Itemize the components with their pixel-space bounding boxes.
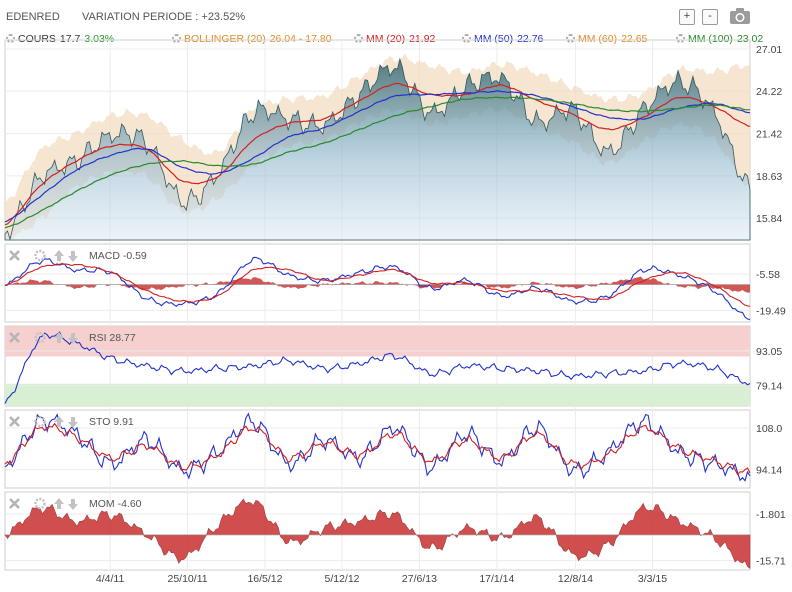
price-y-tick: 15.84	[756, 213, 782, 225]
close-icon	[9, 416, 20, 427]
y-tick-label: 79.14	[756, 381, 782, 393]
legend-label: MM (50)	[474, 33, 514, 45]
x-tick-label: 4/4/11	[96, 573, 125, 585]
pane-tools	[9, 415, 78, 428]
pane-tools	[9, 497, 78, 510]
pane-label: STO 9.91	[89, 416, 134, 428]
legend-value: 26.04 - 17.80	[269, 33, 332, 45]
mom-area	[4, 498, 751, 569]
legend-value: 22.76	[517, 33, 544, 45]
x-tick-label: 5/12/12	[324, 573, 359, 585]
legend-cours[interactable]: COURS 17.7 3.03%	[6, 33, 114, 45]
gear-icon[interactable]	[566, 34, 575, 43]
arrow-down-icon	[68, 333, 78, 344]
legend-mm20[interactable]: MM (20) 21.92	[354, 33, 435, 45]
arrow-down-icon	[68, 251, 78, 262]
y-tick-label: 108.0	[756, 423, 782, 435]
legend-value: 21.92	[409, 33, 436, 45]
legend-mm100[interactable]: MM (100) 23.02	[676, 33, 763, 45]
legend-change: 3.03%	[84, 33, 115, 45]
gear-icon[interactable]	[6, 34, 15, 43]
y-tick-label: 93.05	[756, 346, 782, 358]
price-y-tick: 18.63	[756, 171, 782, 183]
legend-value: 23.02	[736, 33, 764, 45]
close-icon	[9, 250, 20, 261]
gear-icon	[34, 249, 46, 262]
legend-label: MM (20)	[366, 33, 406, 45]
x-tick-label: 12/8/14	[558, 573, 593, 585]
x-tick-label: 25/10/11	[168, 573, 208, 585]
gear-icon[interactable]	[676, 34, 685, 43]
sto-k-line	[4, 412, 751, 482]
macd-signal-line	[4, 262, 751, 307]
price-y-tick: 24.22	[756, 86, 782, 98]
bollinger-band	[5, 53, 750, 242]
indicator-legend: COURS 17.7 3.03% BOLLINGER (20) 26.04 - 17.8…	[0, 33, 792, 47]
legend-value: 22.65	[621, 33, 648, 45]
price-ma-line-2	[4, 90, 751, 223]
ticker-symbol: EDENRED	[6, 11, 60, 23]
x-tick-label: 27/6/13	[402, 573, 437, 585]
legend-label: COURS	[18, 33, 56, 45]
arrow-up-icon	[54, 498, 64, 509]
pane-frame-4	[4, 491, 751, 571]
x-tick-label: 3/3/15	[638, 573, 667, 585]
x-tick-label: 16/5/12	[247, 573, 282, 585]
camera-icon[interactable]	[729, 7, 751, 25]
legend-mm60[interactable]: MM (60) 22.65	[566, 33, 647, 45]
arrow-down-icon	[68, 499, 78, 510]
close-icon	[9, 498, 20, 509]
arrow-up-icon	[54, 416, 64, 427]
toolbar: EDENRED VARIATION PERIODE : +23.52% + -	[0, 0, 792, 30]
y-tick-label: -1.801	[756, 509, 786, 521]
gear-icon[interactable]	[462, 34, 471, 43]
pane-frame-2	[4, 325, 751, 407]
sto-d-line	[4, 422, 751, 476]
macd-histogram	[5, 276, 750, 293]
pane-frame-1	[4, 243, 751, 323]
gear-icon[interactable]	[172, 34, 181, 43]
zoom-out-button[interactable]: -	[702, 9, 718, 25]
price-ma-line-3	[4, 96, 751, 229]
pane-label: MACD -0.59	[89, 250, 147, 262]
arrow-up-icon	[54, 332, 64, 343]
pane-tools	[9, 249, 78, 262]
y-tick-label: 94.14	[756, 465, 782, 477]
pane-tools	[9, 331, 78, 344]
macd-line	[4, 256, 751, 320]
pane-label: RSI 28.77	[89, 332, 136, 344]
close-icon	[9, 332, 20, 343]
legend-label: MM (100)	[688, 33, 733, 45]
legend-label: BOLLINGER (20)	[184, 33, 266, 45]
price-ma-line-1	[4, 82, 751, 226]
arrow-up-icon	[54, 250, 64, 261]
pane-label: MOM -4.60	[89, 498, 142, 510]
price-y-tick: 21.42	[756, 129, 782, 141]
x-tick-label: 17/1/14	[479, 573, 514, 585]
gear-icon	[34, 415, 46, 428]
legend-mm50[interactable]: MM (50) 22.76	[462, 33, 543, 45]
legend-value: 17.7	[59, 33, 81, 45]
rsi-line	[4, 331, 751, 404]
rsi-overbought-zone	[5, 326, 750, 357]
zoom-in-button[interactable]: +	[679, 9, 695, 25]
price-area	[4, 57, 751, 241]
period-variation: VARIATION PERIODE : +23.52%	[82, 11, 246, 23]
pane-frame-3	[4, 409, 751, 489]
y-tick-label: -15.71	[756, 556, 786, 568]
y-tick-label: -19.49	[756, 305, 786, 317]
y-tick-label: -5.58	[756, 269, 780, 281]
gear-icon	[34, 331, 46, 344]
pane-frame-0	[4, 39, 751, 241]
gear-icon[interactable]	[354, 34, 363, 43]
legend-label: MM (60)	[578, 33, 618, 45]
arrow-down-icon	[68, 417, 78, 428]
legend-bollinger[interactable]: BOLLINGER (20) 26.04 - 17.80	[172, 33, 332, 45]
rsi-oversold-zone	[5, 383, 750, 406]
gear-icon	[34, 497, 46, 510]
